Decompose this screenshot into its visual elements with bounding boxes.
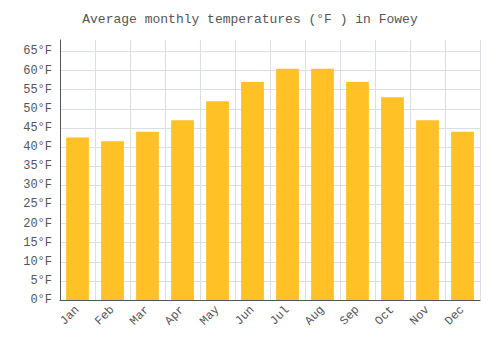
- svg-text:May: May: [197, 303, 222, 328]
- svg-text:Apr: Apr: [162, 303, 187, 328]
- svg-text:Oct: Oct: [372, 303, 397, 328]
- svg-text:45°F: 45°F: [23, 121, 52, 135]
- svg-text:Aug: Aug: [302, 303, 327, 328]
- svg-text:Nov: Nov: [407, 303, 432, 328]
- svg-text:10°F: 10°F: [23, 255, 52, 269]
- svg-text:Feb: Feb: [92, 303, 117, 328]
- svg-text:Jan: Jan: [57, 303, 82, 328]
- svg-text:Mar: Mar: [127, 303, 152, 328]
- svg-text:20°F: 20°F: [23, 217, 52, 231]
- svg-text:Jun: Jun: [232, 303, 257, 328]
- svg-text:65°F: 65°F: [23, 44, 52, 58]
- svg-text:Jul: Jul: [267, 303, 292, 328]
- svg-text:55°F: 55°F: [23, 83, 52, 97]
- svg-text:5°F: 5°F: [30, 274, 52, 288]
- svg-text:Sep: Sep: [337, 303, 362, 328]
- svg-text:50°F: 50°F: [23, 102, 52, 116]
- svg-text:35°F: 35°F: [23, 159, 52, 173]
- svg-text:Dec: Dec: [442, 303, 467, 328]
- svg-text:40°F: 40°F: [23, 140, 52, 154]
- svg-text:Average monthly temperatures (: Average monthly temperatures (°F ) in Fo…: [82, 12, 418, 27]
- svg-text:30°F: 30°F: [23, 178, 52, 192]
- svg-text:25°F: 25°F: [23, 197, 52, 211]
- svg-text:15°F: 15°F: [23, 236, 52, 250]
- svg-text:0°F: 0°F: [30, 293, 52, 307]
- svg-text:60°F: 60°F: [23, 64, 52, 78]
